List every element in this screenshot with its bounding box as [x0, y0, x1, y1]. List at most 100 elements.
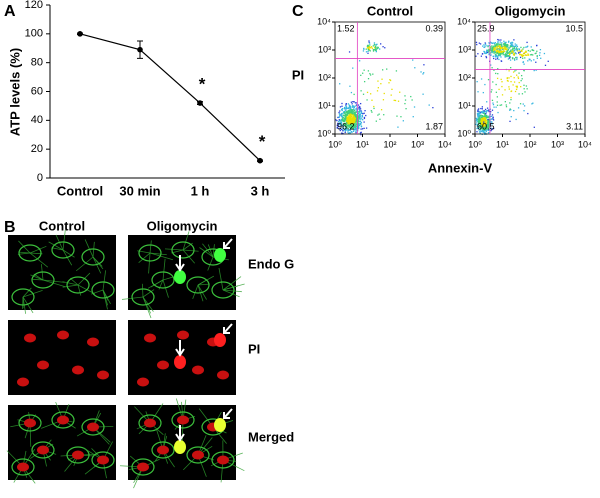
dot: [354, 111, 356, 113]
fiber: [18, 240, 31, 254]
dot: [352, 67, 354, 69]
dot: [355, 115, 357, 117]
dot: [346, 127, 348, 129]
dot: [489, 121, 492, 124]
dot: [376, 90, 379, 92]
dot: [507, 43, 509, 46]
dot: [487, 129, 489, 131]
dot: [341, 118, 343, 120]
fiber: [142, 289, 155, 298]
quadrant-value: 60.5: [477, 121, 495, 131]
dot: [500, 43, 502, 45]
dot: [482, 123, 485, 126]
dot: [478, 121, 480, 124]
dot: [356, 116, 358, 118]
arrow: [175, 340, 185, 357]
nucleus: [17, 377, 29, 387]
dot: [508, 55, 511, 58]
dot: [523, 52, 526, 54]
dot: [519, 56, 522, 59]
dot: [514, 43, 516, 45]
dot: [510, 49, 512, 51]
x-tick-label: 10⁴: [578, 139, 592, 149]
dot: [491, 51, 493, 53]
cell: [51, 411, 75, 429]
dot: [338, 113, 341, 115]
dot: [536, 50, 538, 52]
dot: [375, 49, 377, 52]
dot: [514, 70, 516, 72]
dot: [528, 58, 530, 60]
dot: [367, 46, 369, 48]
dot: [347, 125, 349, 127]
dot: [518, 48, 521, 50]
dot: [347, 120, 349, 122]
dot: [351, 109, 354, 111]
dot: [513, 49, 516, 52]
dot: [512, 45, 515, 47]
dot: [383, 92, 385, 95]
dot: [494, 44, 496, 46]
dot: [510, 42, 512, 44]
dot: [353, 129, 355, 131]
dot: [487, 121, 489, 123]
dot: [527, 60, 529, 62]
dot: [477, 108, 480, 110]
dot: [491, 109, 494, 111]
dot: [360, 122, 363, 124]
y-axis-label: PI: [292, 67, 304, 82]
dot: [411, 99, 413, 101]
row-label: PI: [248, 341, 260, 356]
dot: [521, 55, 524, 58]
dot: [361, 116, 364, 118]
dot: [492, 127, 494, 130]
dot: [363, 116, 366, 119]
x-tick-label: 10⁰: [468, 139, 482, 149]
dot: [412, 116, 414, 118]
dot: [532, 54, 534, 56]
dot: [493, 42, 495, 44]
dot: [481, 115, 484, 117]
dot: [483, 112, 485, 115]
dot: [484, 127, 486, 129]
cell: [138, 244, 162, 262]
dot: [514, 45, 517, 48]
dot: [485, 126, 487, 129]
dot: [428, 104, 430, 106]
quadrant-value: 3.11: [566, 121, 583, 131]
x-tick-label: 10³: [411, 139, 424, 149]
dot: [357, 118, 359, 120]
dot: [500, 104, 503, 106]
dot: [351, 117, 354, 120]
dot: [368, 42, 371, 44]
dot: [352, 114, 354, 116]
dot: [513, 77, 515, 79]
row-label: Merged: [248, 429, 294, 444]
dot: [501, 85, 503, 88]
dot: [348, 125, 350, 128]
dot: [390, 94, 392, 96]
dot: [477, 113, 479, 116]
dot: [345, 115, 347, 118]
dot: [354, 117, 356, 119]
dot: [485, 128, 488, 130]
quadrant-value: 1.87: [425, 121, 443, 131]
dot: [363, 48, 365, 50]
dot: [350, 124, 352, 126]
dot: [344, 114, 347, 116]
nucleus: [97, 370, 109, 380]
y-tick-label: 10¹: [318, 100, 331, 110]
dot: [484, 121, 486, 124]
dot: [504, 101, 507, 103]
dot: [484, 42, 486, 44]
dot: [479, 111, 481, 113]
dot: [350, 109, 352, 111]
dot: [518, 72, 520, 74]
dot: [347, 115, 349, 117]
fiber: [62, 281, 79, 286]
dot: [357, 123, 359, 126]
dot: [375, 45, 377, 47]
dot: [339, 114, 342, 116]
dot: [363, 117, 366, 120]
dot: [375, 44, 377, 46]
